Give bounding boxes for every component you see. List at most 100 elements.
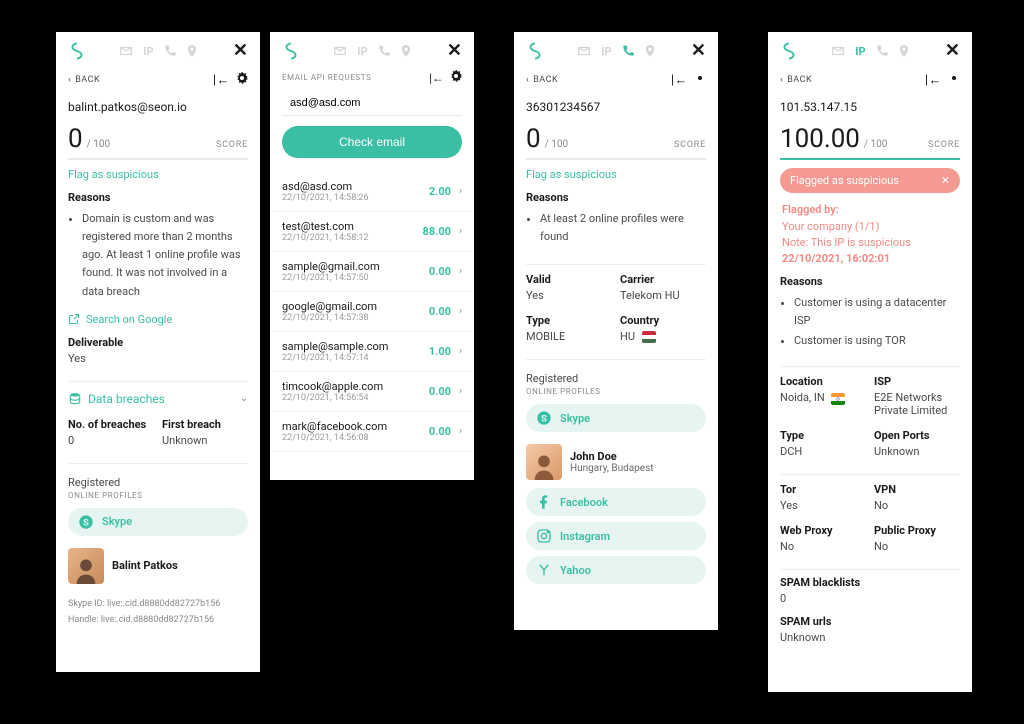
avatar (526, 444, 562, 480)
profile-chip-instagram[interactable]: Instagram (526, 522, 706, 550)
chevron-left-icon[interactable]: ‹ (68, 75, 71, 85)
flag-link[interactable]: Flag as suspicious (514, 168, 718, 191)
yahoo-icon (536, 562, 552, 578)
gear-icon[interactable] (450, 70, 462, 85)
close-icon[interactable]: ✕ (447, 42, 462, 60)
gear-icon[interactable] (236, 72, 248, 88)
check-email-button[interactable]: Check email (282, 126, 462, 158)
publicproxy-key: Public Proxy (874, 524, 960, 537)
deliverable-key: Deliverable (68, 336, 248, 349)
score-label: SCORE (674, 140, 706, 150)
skype-id: Skype ID: live:.cid.d8880dd82727b156 (56, 592, 260, 615)
close-icon[interactable]: ✕ (691, 42, 706, 60)
reasons-list: At least 2 online profiles were found (514, 210, 718, 246)
flag-in-icon (831, 393, 845, 405)
chevron-right-icon: › (459, 346, 462, 357)
collapse-icon[interactable]: |← (429, 71, 444, 85)
logo-icon (282, 42, 300, 60)
email-date: 22/10/2021, 14:57:14 (282, 353, 421, 363)
ip-icon[interactable]: IP (853, 44, 867, 58)
email-date: 22/10/2021, 14:56:54 (282, 393, 421, 403)
person-name: John Doe (570, 450, 654, 463)
email-icon[interactable] (333, 44, 347, 58)
phone-icon[interactable] (163, 44, 177, 58)
score-bar: 100.00 / 100 SCORE (768, 124, 972, 158)
flag-link[interactable]: Flag as suspicious (56, 168, 260, 191)
email-row[interactable]: asd@asd.com22/10/2021, 14:58:262.00› (270, 172, 474, 212)
search-google-link[interactable]: Search on Google (56, 303, 260, 336)
profile-chip-label: Facebook (560, 496, 608, 509)
spam-urls-key: SPAM urls (780, 615, 960, 628)
email-row[interactable]: test@test.com22/10/2021, 14:58:1288.00› (270, 212, 474, 252)
logo-icon (68, 42, 86, 60)
score-bar: 0 / 100 SCORE (514, 124, 718, 158)
back-label[interactable]: BACK (533, 75, 558, 85)
location-icon[interactable] (185, 44, 199, 58)
instagram-icon (536, 528, 552, 544)
flag-note: Note: This IP is suspicious (782, 236, 958, 249)
deliverable-value: Yes (68, 352, 248, 365)
score-label: SCORE (928, 140, 960, 150)
email-row[interactable]: sample@gmail.com22/10/2021, 14:57:500.00… (270, 252, 474, 292)
chevron-left-icon[interactable]: ‹ (526, 75, 529, 85)
header: IP ✕ (768, 32, 972, 68)
email-icon[interactable] (577, 44, 591, 58)
email-row[interactable]: mark@facebook.com22/10/2021, 14:56:080.0… (270, 412, 474, 452)
data-breaches-row[interactable]: Data breaches ⌄ (56, 388, 260, 416)
spam-urls-value: Unknown (780, 631, 960, 644)
type-icons: IP (577, 44, 657, 58)
back-label[interactable]: BACK (787, 75, 812, 85)
ip-icon[interactable]: IP (355, 44, 369, 58)
type-value: MOBILE (526, 330, 612, 343)
reason-item: At least 2 online profiles were found (540, 210, 706, 246)
collapse-icon[interactable]: |← (671, 72, 688, 88)
close-icon[interactable]: ✕ (233, 42, 248, 60)
chevron-right-icon: › (459, 426, 462, 437)
reasons-header: Reasons (514, 191, 718, 210)
email-icon[interactable] (831, 44, 845, 58)
email-row[interactable]: google@gmail.com22/10/2021, 14:57:380.00… (270, 292, 474, 332)
profile-chip-facebook[interactable]: Facebook (526, 488, 706, 516)
score-value: 0 (68, 124, 83, 154)
collapse-icon[interactable]: |← (925, 72, 942, 88)
email-icon[interactable] (119, 44, 133, 58)
back-label[interactable]: BACK (75, 75, 100, 85)
divider (68, 463, 248, 464)
collapse-icon[interactable]: |← (213, 72, 230, 88)
email-input[interactable] (282, 91, 462, 116)
profile-chip-skype[interactable]: S Skype (526, 404, 706, 432)
flag-banner-close-icon[interactable]: ✕ (941, 174, 950, 187)
online-profiles-label: ONLINE PROFILES (56, 489, 260, 508)
phone-icon[interactable] (377, 44, 391, 58)
publicproxy-value: No (874, 540, 960, 553)
ip-icon[interactable]: IP (141, 44, 155, 58)
webproxy-value: No (780, 540, 866, 553)
profile-chip-label: Instagram (560, 530, 610, 543)
email-row[interactable]: sample@sample.com22/10/2021, 14:57:141.0… (270, 332, 474, 372)
ip-icon[interactable]: IP (599, 44, 613, 58)
chevron-left-icon[interactable]: ‹ (780, 75, 783, 85)
header: IP ✕ (270, 32, 474, 68)
person-sub: Hungary, Budapest (570, 463, 654, 474)
phone-icon[interactable] (875, 44, 889, 58)
close-icon[interactable]: ✕ (945, 42, 960, 60)
isp-value: E2E Networks Private Limited (874, 391, 960, 417)
gear-icon[interactable] (694, 72, 706, 88)
registered-label: Registered (56, 470, 260, 489)
chevron-right-icon: › (459, 266, 462, 277)
location-icon[interactable] (399, 44, 413, 58)
email-row[interactable]: timcook@apple.com22/10/2021, 14:56:540.0… (270, 372, 474, 412)
gear-icon[interactable] (948, 72, 960, 88)
phone-icon[interactable] (621, 44, 635, 58)
webproxy-key: Web Proxy (780, 524, 866, 537)
back-row: ‹ BACK |← (768, 68, 972, 96)
profile-chip-yahoo[interactable]: Yahoo (526, 556, 706, 584)
tor-key: Tor (780, 483, 866, 496)
location-icon[interactable] (643, 44, 657, 58)
location-icon[interactable] (897, 44, 911, 58)
isp-key: ISP (874, 375, 960, 388)
skype-handle: Handle: live:.cid.d8880dd82727b156 (56, 614, 260, 631)
email-date: 22/10/2021, 14:58:26 (282, 193, 421, 203)
profile-chip-skype[interactable]: S Skype (68, 508, 248, 536)
subject: 36301234567 (514, 96, 718, 124)
